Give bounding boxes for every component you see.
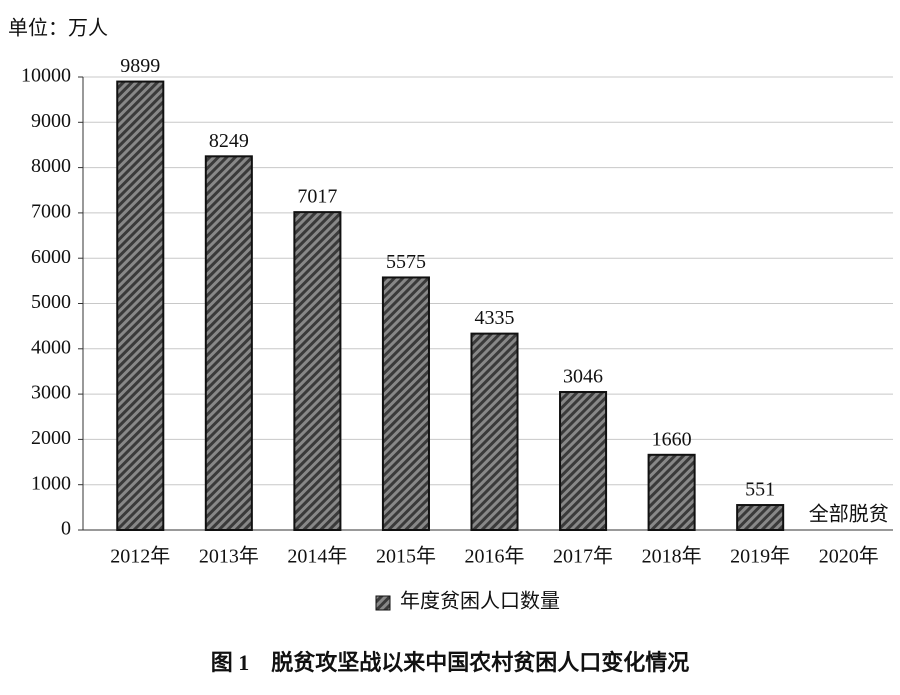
value-label: 5575 bbox=[386, 251, 426, 273]
x-tick-label: 2019年 bbox=[730, 545, 790, 568]
bar bbox=[293, 211, 342, 531]
value-label: 4335 bbox=[475, 307, 515, 329]
y-tick-label: 9000 bbox=[31, 110, 71, 132]
value-label: 8249 bbox=[209, 130, 249, 152]
bar bbox=[647, 453, 696, 531]
y-tick-label: 7000 bbox=[31, 200, 71, 222]
chart-title: 图 1 脱贫攻坚战以来中国农村贫困人口变化情况 bbox=[211, 650, 690, 675]
x-tick-label: 2017年 bbox=[553, 545, 613, 568]
y-tick-label: 2000 bbox=[31, 427, 71, 449]
x-tick-label: 2013年 bbox=[199, 545, 259, 568]
x-tick-label: 2015年 bbox=[376, 545, 436, 568]
value-label: 3046 bbox=[563, 366, 603, 388]
y-tick-label: 3000 bbox=[31, 382, 71, 404]
x-tick-label: 2018年 bbox=[642, 545, 702, 568]
legend-label: 年度贫困人口数量 bbox=[400, 590, 560, 613]
bar bbox=[381, 276, 430, 532]
annotation: 全部脱贫 bbox=[809, 503, 889, 526]
bar bbox=[559, 391, 608, 531]
x-tick-label: 2014年 bbox=[287, 545, 347, 568]
y-axis-unit: 单位：万人 bbox=[8, 17, 108, 40]
bar bbox=[736, 504, 785, 532]
bar bbox=[116, 80, 165, 532]
y-tick-label: 10000 bbox=[21, 65, 71, 87]
value-label: 551 bbox=[745, 479, 775, 501]
y-tick-label: 6000 bbox=[31, 246, 71, 268]
legend-swatch bbox=[375, 595, 391, 611]
x-tick-label: 2020年 bbox=[819, 545, 879, 568]
y-tick-label: 8000 bbox=[31, 155, 71, 177]
bar bbox=[470, 332, 519, 532]
y-tick-label: 4000 bbox=[31, 336, 71, 358]
value-label: 1660 bbox=[652, 428, 692, 450]
y-tick-label: 1000 bbox=[31, 472, 71, 494]
bar bbox=[204, 155, 253, 531]
x-tick-label: 2012年 bbox=[110, 545, 170, 568]
value-label: 7017 bbox=[297, 186, 337, 208]
value-label: 9899 bbox=[120, 55, 160, 77]
x-tick-label: 2016年 bbox=[465, 545, 525, 568]
y-tick-label: 5000 bbox=[31, 291, 71, 313]
y-tick-label: 0 bbox=[61, 518, 71, 540]
